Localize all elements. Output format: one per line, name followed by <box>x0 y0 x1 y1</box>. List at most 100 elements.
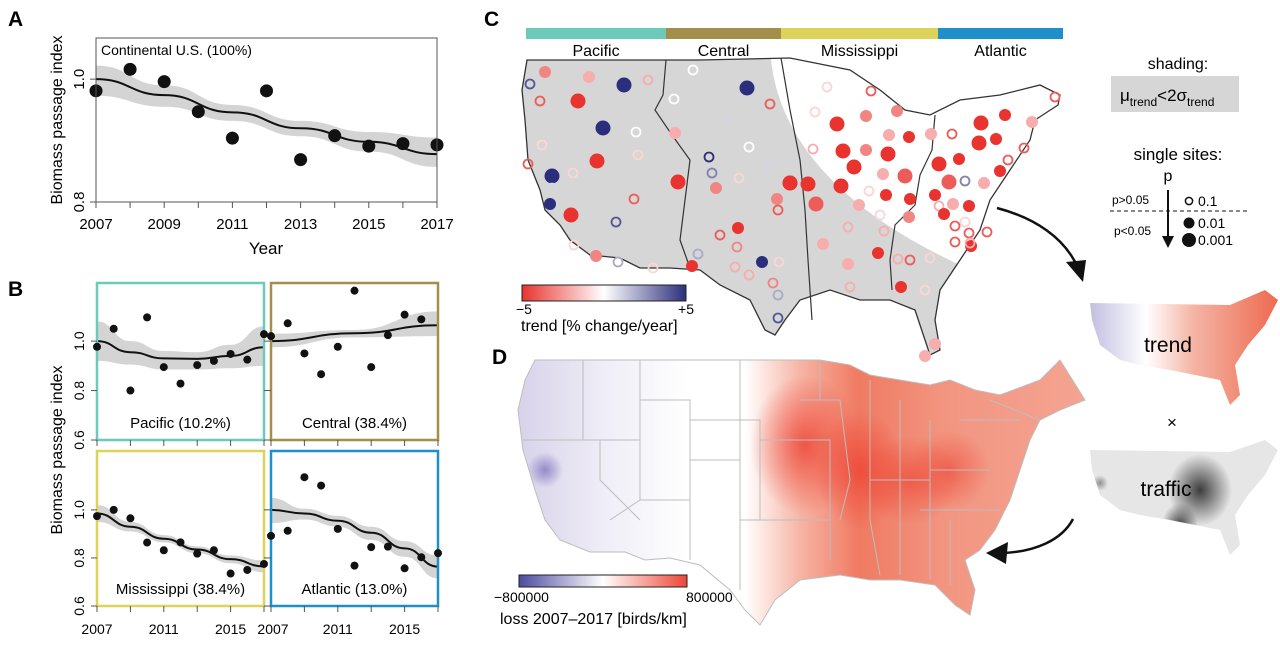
site-marker-significant <box>833 178 849 194</box>
data-point <box>417 315 426 324</box>
site-marker-nonsignificant <box>892 253 904 265</box>
shading-swatch <box>1111 76 1239 112</box>
y-axis-ticks: 0.6 0.8 1.0 0.6 0.8 1.0 <box>71 331 271 616</box>
data-point <box>143 313 152 322</box>
data-point <box>350 561 359 570</box>
site-marker-nonsignificant <box>763 160 775 172</box>
site-marker-nonsignificant <box>981 226 993 238</box>
panel-a-chart: Continental U.S. (100%) 2007 2009 2011 2013… <box>49 36 454 258</box>
site-marker-nonsignificant <box>628 193 640 205</box>
loss-colorbar <box>518 574 688 588</box>
inset-traffic-label: traffic <box>1141 478 1192 501</box>
arrow-head <box>986 542 1008 564</box>
size-legend-open-marker <box>1184 196 1194 206</box>
data-point <box>226 569 235 578</box>
site-marker-nonsignificant <box>687 64 699 76</box>
x-axis-ticks: 2007 2009 2011 2013 2015 2017 <box>79 202 454 233</box>
site-marker-nonsignificant <box>924 252 936 264</box>
site-marker-significant <box>1026 116 1038 128</box>
data-point <box>367 543 376 552</box>
inset-trend-label: trend <box>1144 334 1192 357</box>
data-point <box>159 546 168 555</box>
data-point <box>328 129 342 143</box>
data-point <box>176 538 185 547</box>
site-marker-significant <box>544 198 556 210</box>
data-point <box>367 363 376 372</box>
site-marker-significant <box>771 193 783 205</box>
site-marker-nonsignificant <box>946 128 958 140</box>
site-marker-significant <box>739 80 755 96</box>
site-marker-significant <box>670 174 686 190</box>
site-marker-significant <box>853 199 865 211</box>
x-tick-label: 2015 <box>389 621 420 637</box>
site-marker-nonsignificant <box>703 151 715 163</box>
data-point <box>193 549 202 558</box>
site-marker-nonsignificant <box>878 225 890 237</box>
site-marker-nonsignificant <box>743 269 755 281</box>
x-tick-label: 2013 <box>284 216 317 233</box>
arrow-head <box>1066 260 1086 282</box>
site-marker-nonsignificant <box>534 95 546 107</box>
colorbar-max-label: +5 <box>678 301 694 317</box>
data-point <box>260 559 268 568</box>
x-axis-ticks: 2007 2011 2015 2007 2011 2015 <box>81 440 439 637</box>
site-marker-significant <box>710 182 722 194</box>
size-legend-medium-marker <box>1183 217 1195 229</box>
fit-line <box>96 340 265 360</box>
border-mississippi-atlantic <box>889 114 936 291</box>
site-marker-significant <box>782 175 798 191</box>
site-marker-significant <box>616 77 632 93</box>
site-marker-nonsignificant <box>692 248 704 260</box>
data-points <box>267 286 426 379</box>
x-tick-label: 2011 <box>323 621 353 637</box>
site-marker-significant <box>929 189 941 201</box>
site-marker-nonsignificant <box>567 167 579 179</box>
size-label-1: 0.01 <box>1198 215 1225 231</box>
data-point <box>400 310 409 319</box>
data-point <box>126 386 135 395</box>
data-point <box>434 549 442 558</box>
border-pacific-central <box>654 59 691 269</box>
y-axis-ticks: 0.8 1.0 <box>71 69 96 212</box>
site-marker-significant <box>595 120 611 136</box>
fit-line <box>96 340 265 360</box>
site-marker-nonsignificant <box>959 216 971 228</box>
flyway-panel-central: Central (38.4%) <box>267 281 440 442</box>
data-point <box>193 361 202 370</box>
site-marker-significant <box>897 168 913 184</box>
flyway-label-pacific: Pacific <box>572 43 619 60</box>
site-marker-nonsignificant <box>706 167 718 179</box>
site-marker-nonsignificant <box>874 209 886 221</box>
confidence-band <box>96 65 437 167</box>
fit-line <box>270 508 439 568</box>
site-marker-significant <box>860 110 872 122</box>
y-axis-label: Biomass passage index <box>49 36 66 205</box>
site-marker-significant <box>835 143 851 159</box>
sites-legend-title: single sites: <box>1134 145 1223 164</box>
site-markers <box>522 64 1061 362</box>
site-marker-significant <box>544 168 560 184</box>
site-marker-significant <box>953 153 965 165</box>
data-point <box>317 370 326 379</box>
flyway-panel-mississippi: Mississippi (38.4%) <box>93 449 268 608</box>
site-marker-nonsignificant <box>714 229 726 241</box>
data-point <box>300 473 309 482</box>
data-point <box>267 531 275 540</box>
data-point <box>300 349 309 358</box>
site-marker-nonsignificant <box>844 281 856 293</box>
flyway-segment-atlantic <box>938 28 1063 39</box>
arrow-to-inset <box>996 206 1080 269</box>
p-lower-label: p<0.05 <box>1114 224 1151 238</box>
data-point <box>143 538 152 547</box>
y-tick-label: 0.8 <box>71 548 87 568</box>
data-point <box>243 355 252 364</box>
confidence-band <box>97 321 264 370</box>
shading-formula: μtrend<2σtrend <box>1120 86 1214 109</box>
x-tick-label: 2007 <box>79 216 112 233</box>
flyway-segment-central <box>666 28 781 39</box>
data-point <box>93 512 101 521</box>
site-marker-significant <box>925 128 937 140</box>
site-marker-significant <box>846 159 862 175</box>
x-tick-label: 2011 <box>149 621 179 637</box>
